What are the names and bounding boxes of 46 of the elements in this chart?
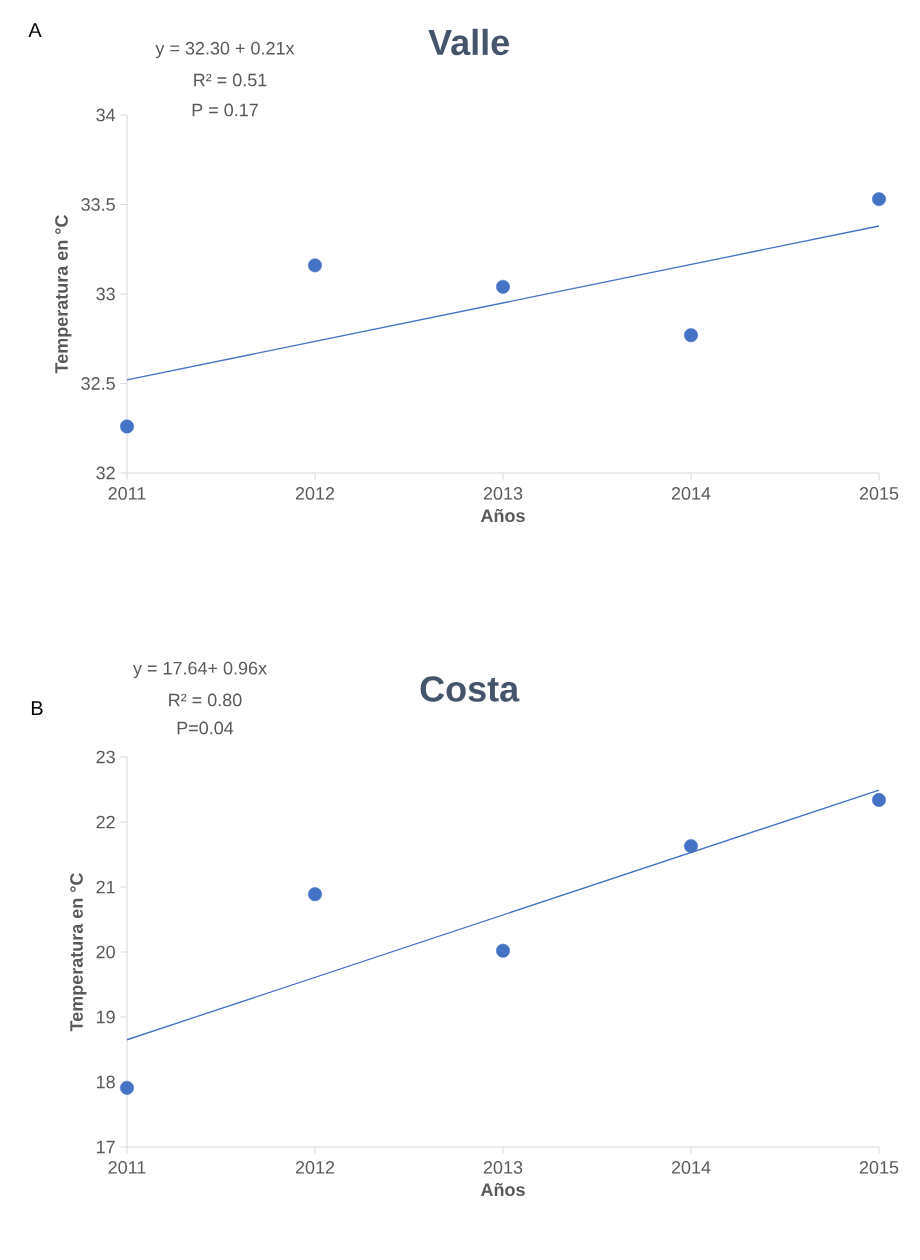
y-tick-label: 21: [96, 880, 115, 894]
text: P=0.04: [177, 721, 234, 735]
x-tick-label: 2012: [295, 1161, 335, 1174]
x-axis-title: Años: [480, 1182, 525, 1197]
y-tick-label: 34: [96, 108, 116, 122]
x-tick-label: 2015: [859, 487, 899, 500]
point: [496, 943, 510, 958]
x-tick-label: 2013: [483, 1161, 523, 1174]
x-tick-label: 2015: [859, 1161, 899, 1174]
x-tick-label: 2014: [671, 1161, 711, 1174]
point: [496, 279, 510, 294]
point: [308, 258, 322, 273]
y-axis-title: Temperatura en °C: [55, 215, 72, 374]
point: [684, 328, 698, 343]
point: [872, 792, 886, 807]
point: [308, 887, 322, 902]
x-tick-label: 2013: [483, 487, 523, 500]
point: [120, 419, 134, 434]
y-axis-title: Temperatura en °C: [70, 873, 87, 1032]
x-tick-label: 2014: [671, 487, 711, 500]
y-tick-label: 18: [96, 1075, 115, 1089]
y-tick-label: 32.5: [81, 377, 115, 390]
text: A: [28, 23, 42, 37]
x-tick-label: 2011: [108, 487, 146, 500]
x-tick-label: 2011: [108, 1161, 146, 1174]
chart-title: Valle: [428, 28, 509, 56]
text: R² = 0.80: [169, 693, 242, 707]
text: y = 17.64+ 0.96x: [133, 661, 267, 679]
y-tick-label: 33: [96, 287, 115, 301]
text: y = 32.30 + 0.21x: [155, 41, 295, 59]
text: R² = 0.51: [194, 73, 267, 87]
y-tick-label: 33.5: [81, 198, 115, 211]
chart-title: Costa: [420, 676, 520, 702]
point: [684, 839, 698, 853]
y-tick-label: 32: [96, 466, 115, 480]
point: [120, 1080, 134, 1095]
y-tick-label: 19: [96, 1010, 115, 1024]
x-tick-label: 2012: [295, 487, 335, 500]
y-tick-label: 23: [96, 750, 115, 764]
annotation: P = 0.17: [192, 103, 258, 117]
y-tick-label: 17: [96, 1140, 115, 1154]
text: B: [31, 701, 43, 715]
y-tick-label: 22: [96, 815, 115, 829]
point: [872, 192, 886, 207]
y-tick-label: 20: [96, 945, 115, 959]
x-axis-title: Años: [480, 508, 525, 523]
